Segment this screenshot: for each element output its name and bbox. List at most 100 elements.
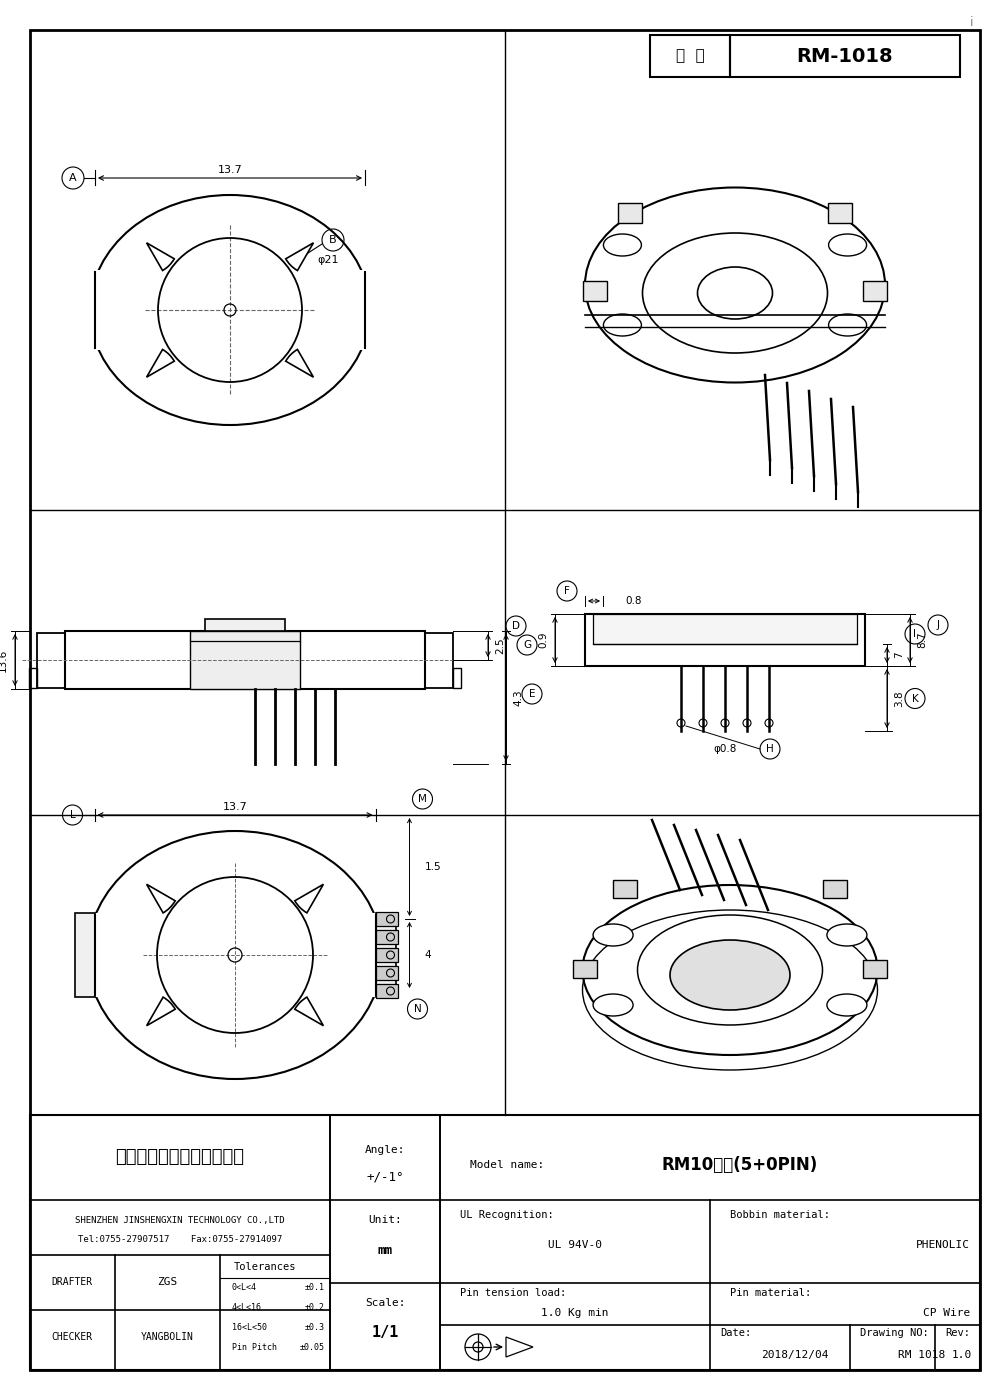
Text: ±0.2: ±0.2 <box>305 1302 325 1311</box>
Bar <box>585 614 865 666</box>
Text: A: A <box>69 173 77 183</box>
Text: I: I <box>914 630 916 639</box>
Text: YANGBOLIN: YANGBOLIN <box>141 1332 193 1342</box>
Bar <box>823 880 847 898</box>
Ellipse shape <box>593 923 633 946</box>
Wedge shape <box>147 350 174 378</box>
Text: Bobbin material:: Bobbin material: <box>730 1210 830 1220</box>
Bar <box>376 983 398 997</box>
Text: CHECKER: CHECKER <box>51 1332 93 1342</box>
Bar <box>618 203 642 222</box>
Text: 2018/12/04: 2018/12/04 <box>761 1350 829 1360</box>
Ellipse shape <box>603 313 641 336</box>
Ellipse shape <box>593 995 633 1016</box>
Text: φ0.8: φ0.8 <box>713 744 737 754</box>
Ellipse shape <box>829 313 867 336</box>
Text: RM 1018: RM 1018 <box>898 1350 946 1360</box>
Text: 1.0: 1.0 <box>952 1350 972 1360</box>
Ellipse shape <box>827 923 867 946</box>
Ellipse shape <box>670 940 790 1010</box>
Bar <box>863 281 887 301</box>
Text: K: K <box>912 694 918 704</box>
Text: D: D <box>512 621 520 631</box>
Text: 7: 7 <box>894 652 904 659</box>
Text: 8.7: 8.7 <box>917 632 927 648</box>
Ellipse shape <box>829 234 867 256</box>
Wedge shape <box>295 884 323 914</box>
Text: 深圳市金盛鑫科技有限公司: 深圳市金盛鑫科技有限公司 <box>116 1149 244 1165</box>
Bar <box>376 912 398 926</box>
Bar <box>573 960 597 978</box>
Bar <box>82 914 134 997</box>
Bar <box>453 667 461 687</box>
Bar <box>440 1115 980 1370</box>
Text: L: L <box>70 810 75 820</box>
Bar <box>190 631 300 688</box>
Text: RM10立式(5+0PIN): RM10立式(5+0PIN) <box>662 1156 818 1174</box>
Bar <box>650 35 730 77</box>
Wedge shape <box>147 997 175 1025</box>
Text: 1.5: 1.5 <box>424 862 441 872</box>
Text: H: H <box>766 744 774 754</box>
Bar <box>330 1115 440 1370</box>
Text: 4<L<16: 4<L<16 <box>232 1302 262 1311</box>
Text: PHENOLIC: PHENOLIC <box>916 1240 970 1249</box>
Text: φ21: φ21 <box>317 255 338 264</box>
Wedge shape <box>295 997 323 1025</box>
Text: Drawing NO:: Drawing NO: <box>860 1328 929 1337</box>
Text: G: G <box>523 639 531 651</box>
Bar <box>863 960 887 978</box>
Bar <box>30 1115 980 1370</box>
Text: M: M <box>418 795 427 804</box>
Text: 4.3: 4.3 <box>513 690 523 706</box>
Text: B: B <box>329 235 337 245</box>
Text: Unit:: Unit: <box>368 1214 402 1226</box>
Text: Tolerances: Tolerances <box>234 1262 296 1272</box>
Text: DRAFTER: DRAFTER <box>51 1277 93 1287</box>
Text: UL Recognition:: UL Recognition: <box>460 1210 554 1220</box>
Text: +/-1°: +/-1° <box>366 1171 404 1184</box>
Wedge shape <box>147 243 174 270</box>
Text: 0.8: 0.8 <box>625 596 642 606</box>
Ellipse shape <box>603 234 641 256</box>
Bar <box>376 949 398 963</box>
Text: 16<L<50: 16<L<50 <box>232 1322 267 1332</box>
Bar <box>74 914 94 997</box>
Text: Model name:: Model name: <box>470 1160 544 1170</box>
Bar <box>613 880 637 898</box>
Text: 1/1: 1/1 <box>371 1325 399 1340</box>
Text: SHENZHEN JINSHENGXIN TECHNOLOGY CO.,LTD: SHENZHEN JINSHENGXIN TECHNOLOGY CO.,LTD <box>75 1216 285 1224</box>
Text: Tel:0755-27907517    Fax:0755-27914097: Tel:0755-27907517 Fax:0755-27914097 <box>78 1235 282 1245</box>
Wedge shape <box>147 884 175 914</box>
Bar <box>29 667 37 687</box>
Text: Pin tension load:: Pin tension load: <box>460 1288 566 1298</box>
Bar <box>85 270 135 350</box>
Text: ±0.1: ±0.1 <box>305 1283 325 1291</box>
Text: 4: 4 <box>424 950 431 960</box>
Text: 型  号: 型 号 <box>676 49 704 63</box>
Text: Date:: Date: <box>720 1328 751 1337</box>
Text: Angle:: Angle: <box>365 1144 405 1156</box>
Bar <box>325 270 375 350</box>
Bar <box>336 914 388 997</box>
Text: UL 94V-0: UL 94V-0 <box>548 1240 602 1249</box>
Text: 13.7: 13.7 <box>218 165 242 175</box>
Text: RM-1018: RM-1018 <box>797 46 893 66</box>
Text: 1.0 Kg min: 1.0 Kg min <box>541 1308 609 1318</box>
Text: Pin material:: Pin material: <box>730 1288 811 1298</box>
Bar <box>376 930 398 944</box>
Wedge shape <box>286 350 313 378</box>
Ellipse shape <box>827 995 867 1016</box>
Text: Rev:: Rev: <box>945 1328 970 1337</box>
Text: N: N <box>414 1004 421 1014</box>
Bar <box>37 632 65 687</box>
Text: 0<L<4: 0<L<4 <box>232 1283 257 1291</box>
Bar <box>376 965 398 981</box>
Text: ZGS: ZGS <box>157 1277 177 1287</box>
Bar <box>65 631 425 688</box>
Bar <box>376 914 396 997</box>
Bar <box>828 203 852 222</box>
Text: Pin Pitch: Pin Pitch <box>232 1343 277 1351</box>
Text: 0.9: 0.9 <box>538 632 548 648</box>
Text: 13.6: 13.6 <box>0 648 8 672</box>
